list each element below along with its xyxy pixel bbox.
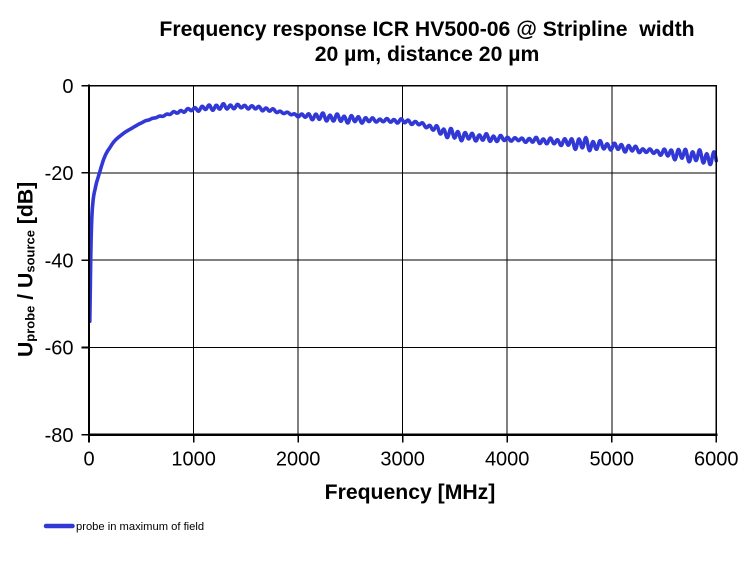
svg-text:probe in maximum of field: probe in maximum of field	[76, 521, 204, 533]
svg-text:Frequency [MHz]: Frequency [MHz]	[325, 481, 496, 504]
svg-text:4000: 4000	[485, 448, 530, 470]
svg-text:0: 0	[62, 76, 73, 98]
svg-text:-80: -80	[45, 425, 74, 447]
svg-text:-20: -20	[45, 163, 74, 185]
svg-text:1000: 1000	[171, 448, 216, 470]
svg-text:-40: -40	[45, 250, 74, 272]
svg-text:2000: 2000	[276, 448, 321, 470]
svg-text:5000: 5000	[590, 448, 635, 470]
svg-text:3000: 3000	[380, 448, 425, 470]
svg-text:-60: -60	[45, 338, 74, 360]
svg-text:6000: 6000	[694, 448, 739, 470]
svg-text:20 µm, distance 20 µm: 20 µm, distance 20 µm	[315, 43, 540, 66]
svg-text:0: 0	[83, 448, 94, 470]
svg-text:Frequency response ICR HV500-0: Frequency response ICR HV500-06 @ Stripl…	[159, 18, 694, 41]
